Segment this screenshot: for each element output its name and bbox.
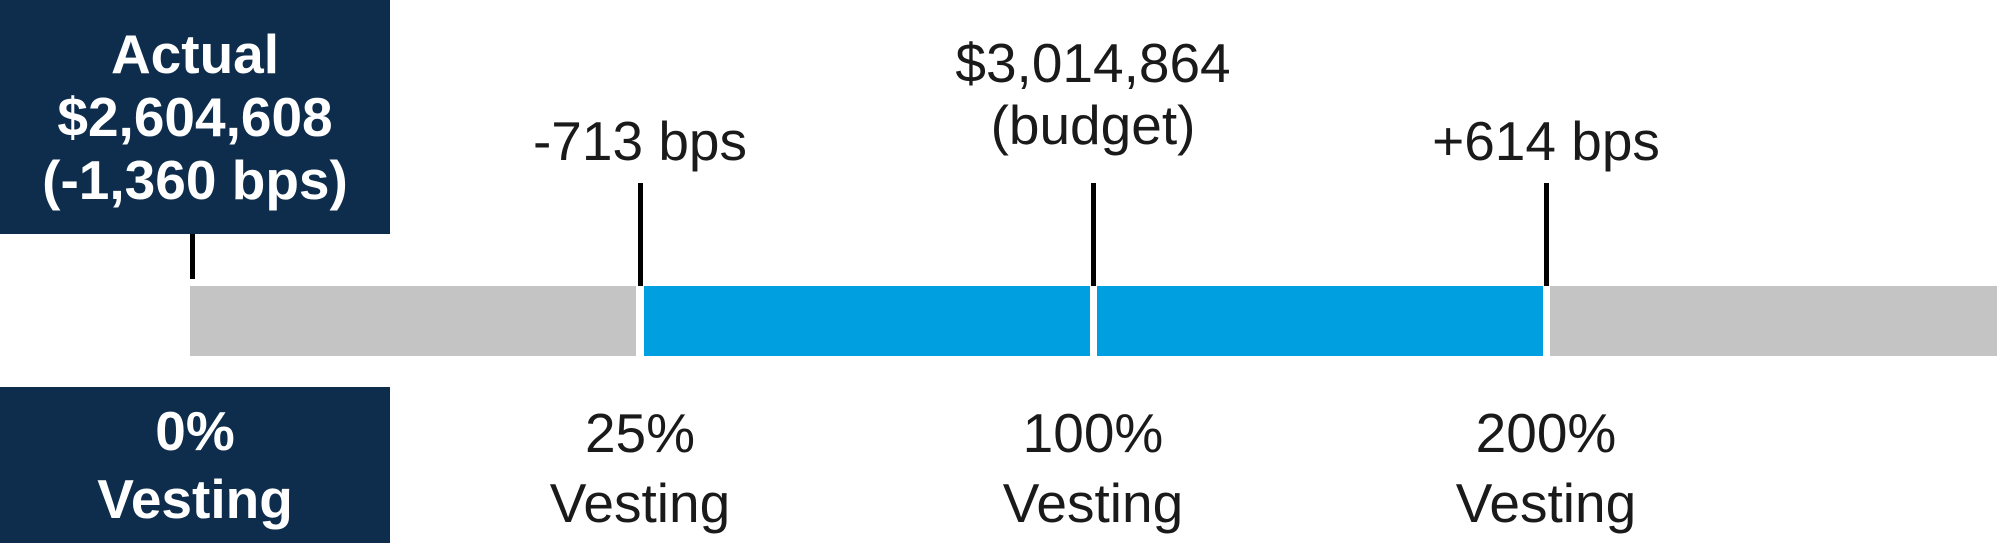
budget-note: (budget): [990, 94, 1196, 156]
bar-threshold-to-target: [644, 286, 1090, 356]
max-vesting-word: Vesting: [1455, 472, 1637, 534]
threshold-vesting-pct: 25%: [584, 402, 696, 464]
actual-result-box: Actual $2,604,608 (-1,360 bps): [0, 0, 390, 234]
budget-vesting-pct: 100%: [1022, 402, 1164, 464]
threshold-bps-label: -713 bps: [532, 110, 748, 172]
actual-tick: [190, 234, 195, 279]
bar-below-threshold: [190, 286, 636, 356]
zero-vesting-pct: 0%: [155, 400, 235, 462]
max-vesting-label: 200% Vesting: [1396, 398, 1696, 538]
budget-amount: $3,014,864: [955, 32, 1231, 94]
budget-amount-label: $3,014,864 (budget): [893, 32, 1293, 156]
budget-vesting-word: Vesting: [1002, 472, 1184, 534]
threshold-tick: [638, 183, 643, 286]
budget-tick: [1091, 183, 1096, 286]
actual-delta: (-1,360 bps): [42, 148, 348, 211]
zero-vesting-label: Vesting: [97, 468, 293, 530]
max-vesting-pct: 200%: [1475, 402, 1617, 464]
threshold-vesting-label: 25% Vesting: [490, 398, 790, 538]
budget-vesting-label: 100% Vesting: [943, 398, 1243, 538]
max-bps-label: +614 bps: [1432, 110, 1660, 172]
threshold-vesting-word: Vesting: [549, 472, 731, 534]
actual-title: Actual: [110, 22, 280, 85]
max-tick: [1544, 183, 1549, 286]
actual-amount: $2,604,608: [57, 85, 333, 148]
bar-above-max: [1550, 286, 1997, 356]
zero-vesting-box: 0% Vesting: [0, 387, 390, 543]
bar-target-to-max: [1097, 286, 1543, 356]
